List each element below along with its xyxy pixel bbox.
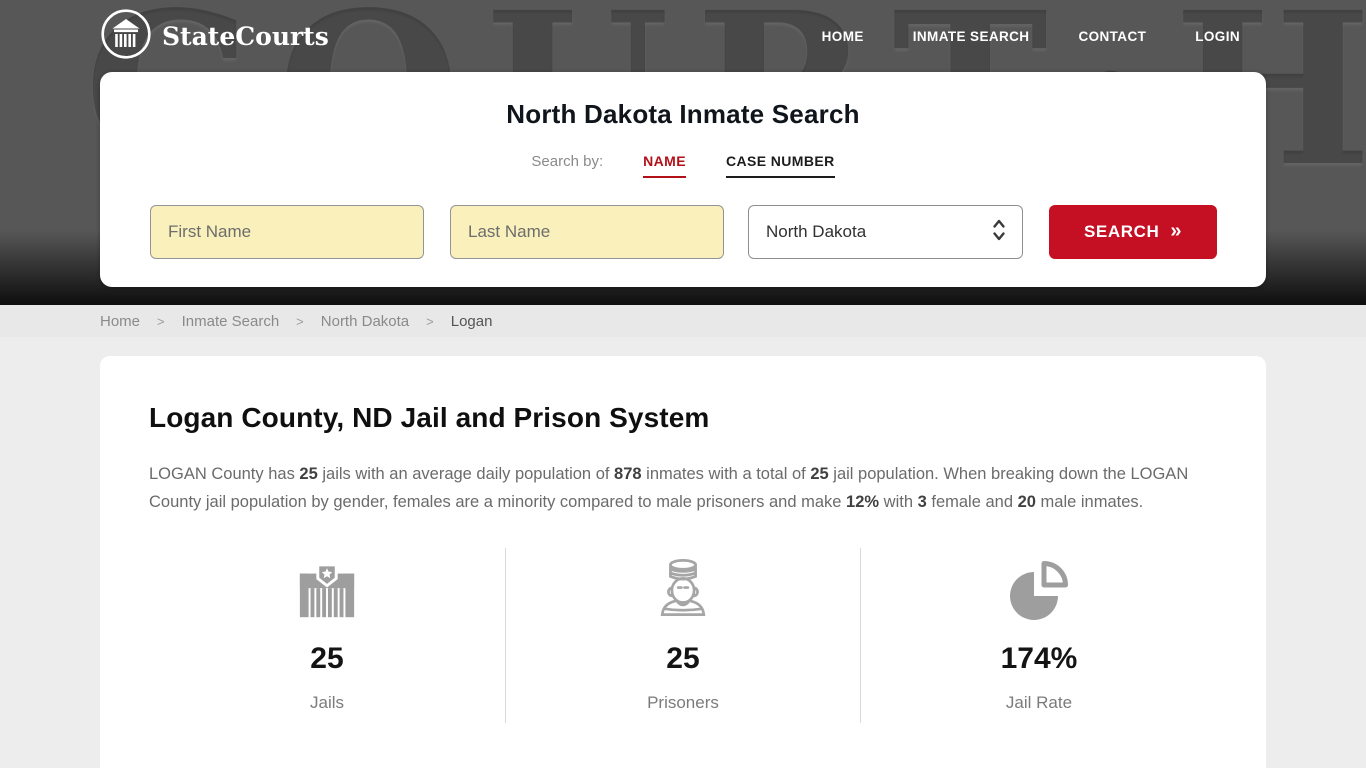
search-by-row: Search by: NAME CASE NUMBER (100, 153, 1266, 178)
breadcrumb: Home > Inmate Search > North Dakota > Lo… (0, 305, 1366, 337)
prisoners-label: Prisoners (647, 693, 719, 712)
search-by-label: Search by: (531, 153, 604, 170)
state-select[interactable]: North Dakota (748, 205, 1023, 259)
last-name-input[interactable] (450, 205, 724, 259)
brand-logo[interactable]: StateCourts (100, 8, 329, 65)
breadcrumb-inmate-search[interactable]: Inmate Search (181, 312, 280, 330)
county-detail-card: Logan County, ND Jail and Prison System … (100, 356, 1266, 768)
chevron-right-icon: > (426, 313, 434, 329)
jails-label: Jails (309, 693, 344, 712)
chevron-right-icon: > (157, 313, 165, 329)
main-nav: HOME INMATE SEARCH CONTACT LOGIN (822, 29, 1266, 44)
tab-search-by-name[interactable]: NAME (643, 153, 686, 178)
jail-rate-value: 174% (1000, 642, 1078, 675)
stat-jails: 25 Jails (149, 548, 505, 723)
breadcrumb-home[interactable]: Home (100, 312, 141, 330)
search-card-title: North Dakota Inmate Search (506, 99, 860, 129)
nav-home[interactable]: HOME (821, 28, 864, 44)
inmate-search-card: North Dakota Inmate Search Search by: NA… (100, 72, 1266, 287)
jail-rate-label: Jail Rate (1005, 693, 1073, 712)
prisoners-count: 25 (666, 642, 700, 675)
top-navigation-bar: StateCourts HOME INMATE SEARCH CONTACT L… (0, 0, 1366, 72)
state-select-value: North Dakota (766, 222, 867, 241)
statecourts-logo-icon (100, 8, 152, 65)
prisoner-icon (506, 550, 860, 622)
nav-contact[interactable]: CONTACT (1078, 28, 1147, 44)
search-form: North Dakota SEARCH » (150, 205, 1217, 259)
tab-search-by-case-number[interactable]: CASE NUMBER (725, 153, 835, 178)
breadcrumb-north-dakota[interactable]: North Dakota (320, 312, 410, 330)
page-title: Logan County, ND Jail and Prison System (149, 402, 710, 433)
search-button[interactable]: SEARCH » (1049, 205, 1217, 259)
county-stats-row: 25 Jails (149, 548, 1217, 723)
jails-count: 25 (310, 642, 344, 675)
jail-building-icon (149, 550, 505, 622)
stat-jail-rate: 174% Jail Rate (861, 548, 1217, 723)
brand-name: StateCourts (162, 21, 329, 51)
double-chevron-icon: » (1170, 220, 1183, 242)
select-stepper-icon (990, 217, 1008, 248)
nav-login[interactable]: LOGIN (1195, 28, 1240, 44)
first-name-input[interactable] (150, 205, 424, 259)
site-header: COURT·HOUSE StateCourts HOME INMATE SEAR… (0, 0, 1366, 305)
county-summary-paragraph: LOGAN County has 25 jails with an averag… (149, 465, 1189, 511)
search-button-label: SEARCH (1083, 222, 1160, 241)
pie-chart-icon (861, 550, 1217, 622)
breadcrumb-current-logan: Logan (450, 312, 493, 330)
nav-inmate-search[interactable]: INMATE SEARCH (912, 28, 1030, 44)
chevron-right-icon: > (296, 313, 304, 329)
stat-prisoners: 25 Prisoners (504, 548, 861, 723)
